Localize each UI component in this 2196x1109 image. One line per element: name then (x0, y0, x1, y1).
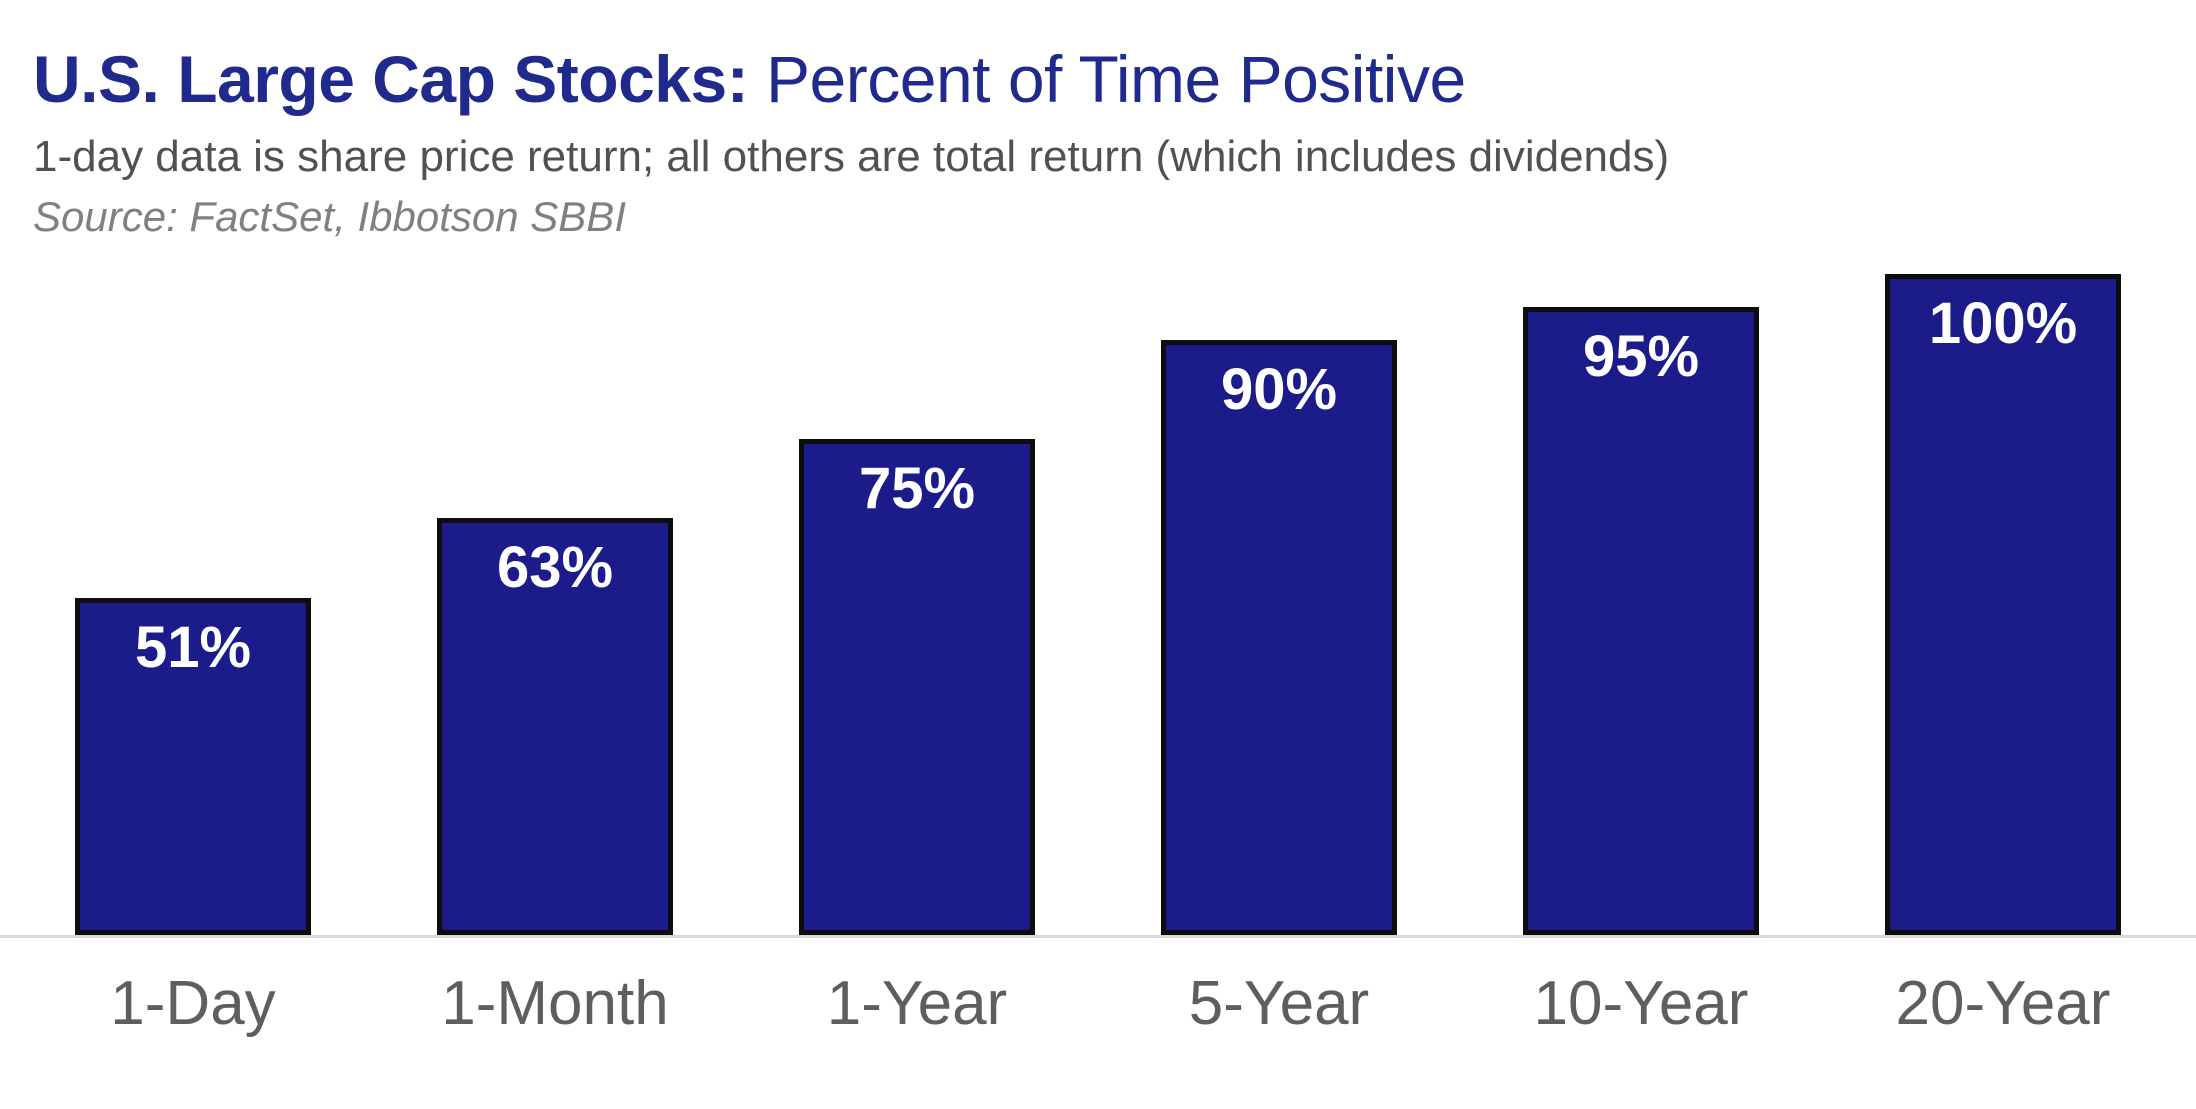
bar-slot: 90% (1098, 274, 1460, 935)
bar-value-label: 95% (1582, 323, 1700, 389)
bar-value-label: 75% (858, 456, 976, 522)
bar-5-year: 90% (1161, 339, 1397, 935)
bar-value-label: 63% (496, 535, 614, 601)
title-bold-part: U.S. Large Cap Stocks: (33, 42, 749, 116)
x-axis-label-5-year: 5-Year (1188, 968, 1370, 1038)
x-axis-label-1-month: 1-Month (441, 968, 669, 1038)
bar-slot: 51% (12, 274, 374, 935)
bar-value-label: 90% (1220, 356, 1338, 422)
bar-value-label: 100% (1928, 290, 2078, 356)
x-axis-label-1-year: 1-Year (826, 968, 1008, 1038)
bar-slot: 75% (736, 274, 1098, 935)
title-regular-part: Percent of Time Positive (748, 42, 1466, 116)
bar-slot: 100% (1822, 273, 2184, 935)
bar-20-year: 100% (1885, 273, 2121, 935)
bar-1-month: 63% (437, 518, 673, 935)
bar-value-label: 51% (134, 614, 252, 680)
chart-source-note: Source: FactSet, Ibbotson SBBI (33, 192, 626, 240)
bar-10-year: 95% (1523, 306, 1759, 935)
x-axis-label-20-year: 20-Year (1895, 968, 2111, 1038)
x-axis-labels: 1-Day 1-Month 1-Year 5-Year 10-Year 20-Year (0, 968, 2196, 1038)
bar-slot: 95% (1460, 274, 1822, 935)
plot-area: 51% 63% 75% 90% 95% 100% (0, 273, 2196, 938)
bar-1-year: 75% (799, 439, 1035, 935)
bar-slot: 63% (374, 274, 736, 935)
x-axis-label-10-year: 10-Year (1533, 968, 1749, 1038)
bar-chart: 51% 63% 75% 90% 95% 100% 1-Day 1-Month 1-Year 5-… (0, 273, 2196, 1038)
chart-header: U.S. Large Cap Stocks: Percent of Time P… (0, 0, 2196, 240)
chart-subtitle: 1-day data is share price return; all ot… (33, 132, 1670, 182)
x-axis-label-1-day: 1-Day (110, 968, 276, 1038)
bar-1-day: 51% (75, 597, 311, 935)
page-title: U.S. Large Cap Stocks: Percent of Time P… (33, 40, 2156, 119)
